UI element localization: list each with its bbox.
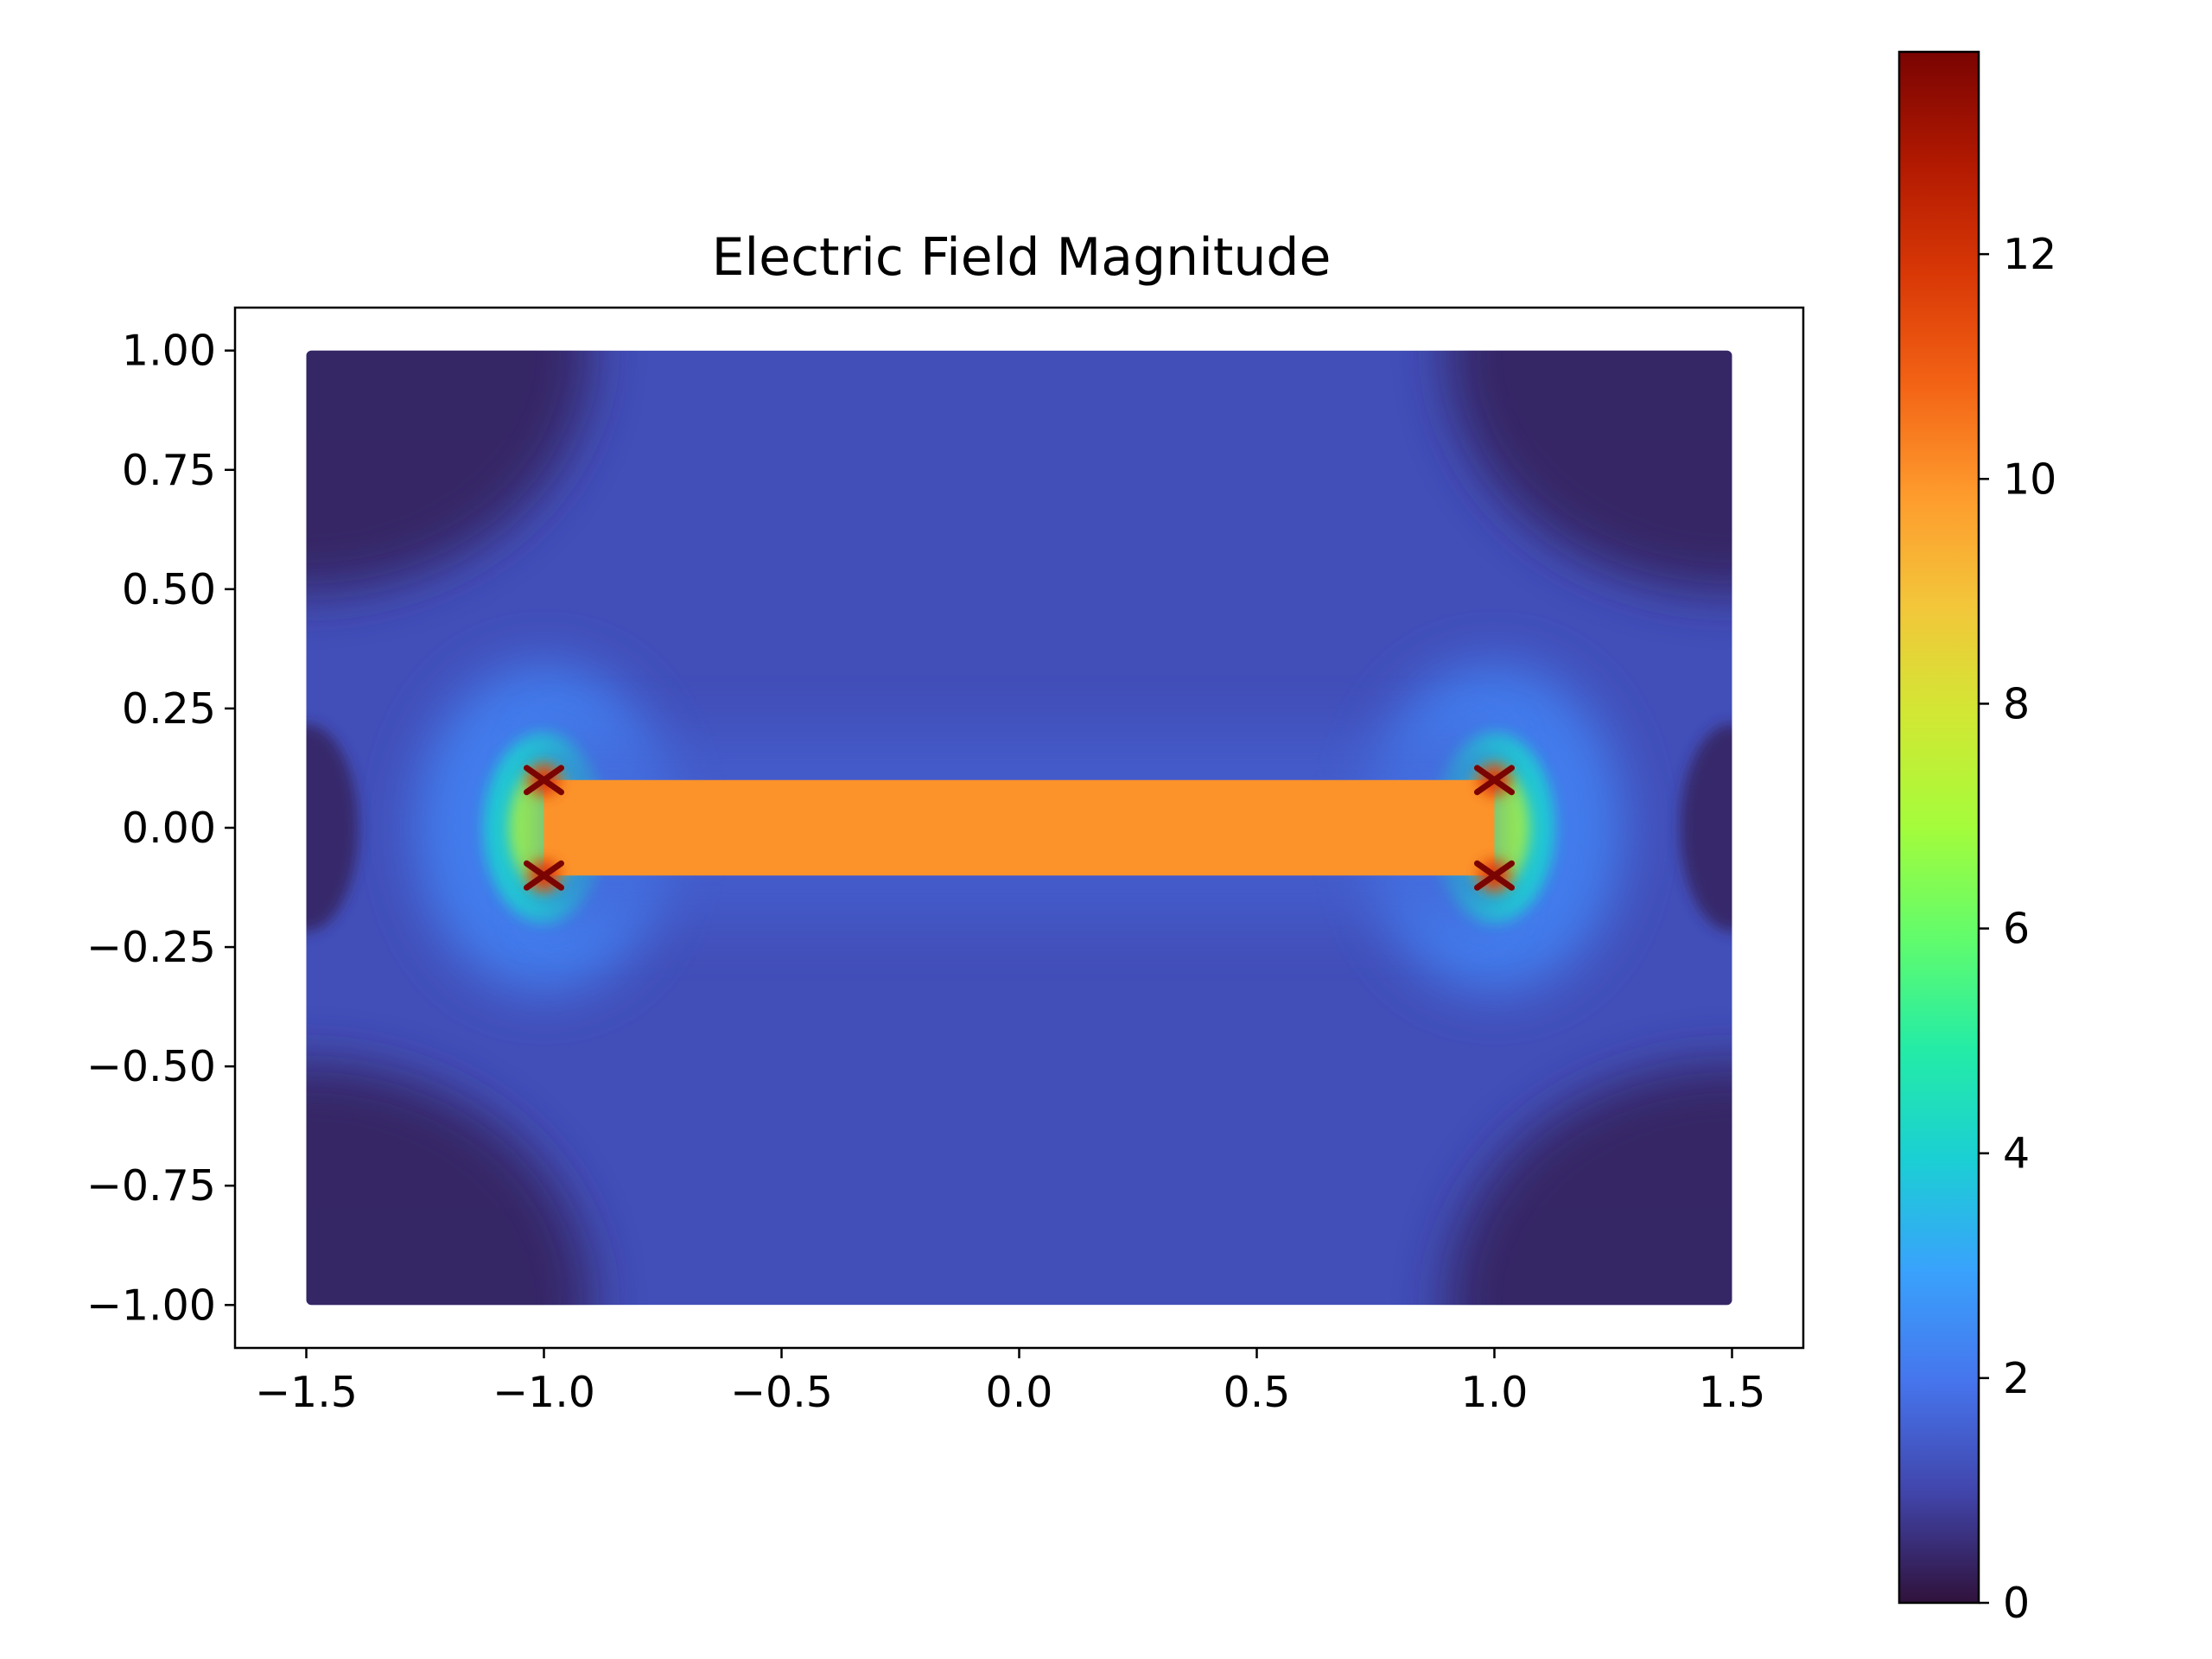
field-corner-low [306,350,592,593]
y-tick-label: −0.25 [86,923,216,972]
colorbar-tick-label: 0 [2003,1579,2030,1628]
field-corner-low [306,1063,592,1306]
y-tick-label: 0.50 [122,565,216,614]
chart-title: Electric Field Magnitude [712,227,1332,288]
field-peak [1474,764,1515,796]
field-edge-low [306,724,359,931]
y-tick-label: 1.00 [122,327,216,376]
field-peak [524,764,564,796]
x-axis: −1.5 −1.0 −0.5 0.0 0.5 1.0 1.5 [255,1348,1765,1417]
colorbar-tick-label: 2 [2003,1354,2030,1403]
y-tick-label: 0.75 [122,446,216,495]
colorbar-tick-label: 4 [2003,1129,2030,1179]
colorbar-tick-label: 10 [2003,454,2056,504]
y-tick-label: −0.75 [86,1161,216,1211]
plot-area [233,306,1805,1350]
colorbar: 0 2 4 6 8 10 12 [1897,50,2056,1628]
colorbar-tick-label: 12 [2003,230,2056,279]
y-tick-label: −0.50 [86,1042,216,1091]
x-tick-label: −0.5 [730,1368,833,1417]
y-tick-label: 0.25 [122,684,216,734]
x-tick-label: 0.5 [1224,1368,1291,1417]
field-peak [524,860,564,892]
x-tick-label: 1.0 [1461,1368,1529,1417]
field-map [306,350,1732,1306]
field-corner-low [1446,1063,1732,1306]
colorbar-tick-label: 8 [2003,679,2030,728]
y-tick-label: −1.00 [86,1281,216,1330]
conductor-strip [543,779,1495,876]
field-edge-low [1680,724,1732,931]
colorbar-tick-label: 6 [2003,905,2030,954]
x-tick-label: −1.0 [493,1368,595,1417]
y-tick-label: 0.00 [122,804,216,853]
x-tick-label: 1.5 [1699,1368,1766,1417]
x-tick-label: 0.0 [986,1368,1053,1417]
y-axis: 1.00 0.75 0.50 0.25 0.00 −0.25 −0.50 −0.75 −1.00 [86,327,235,1330]
x-tick-label: −1.5 [255,1368,358,1417]
colorbar-gradient [1897,50,1980,1605]
field-peak [1474,860,1515,892]
field-corner-low [1446,350,1732,593]
